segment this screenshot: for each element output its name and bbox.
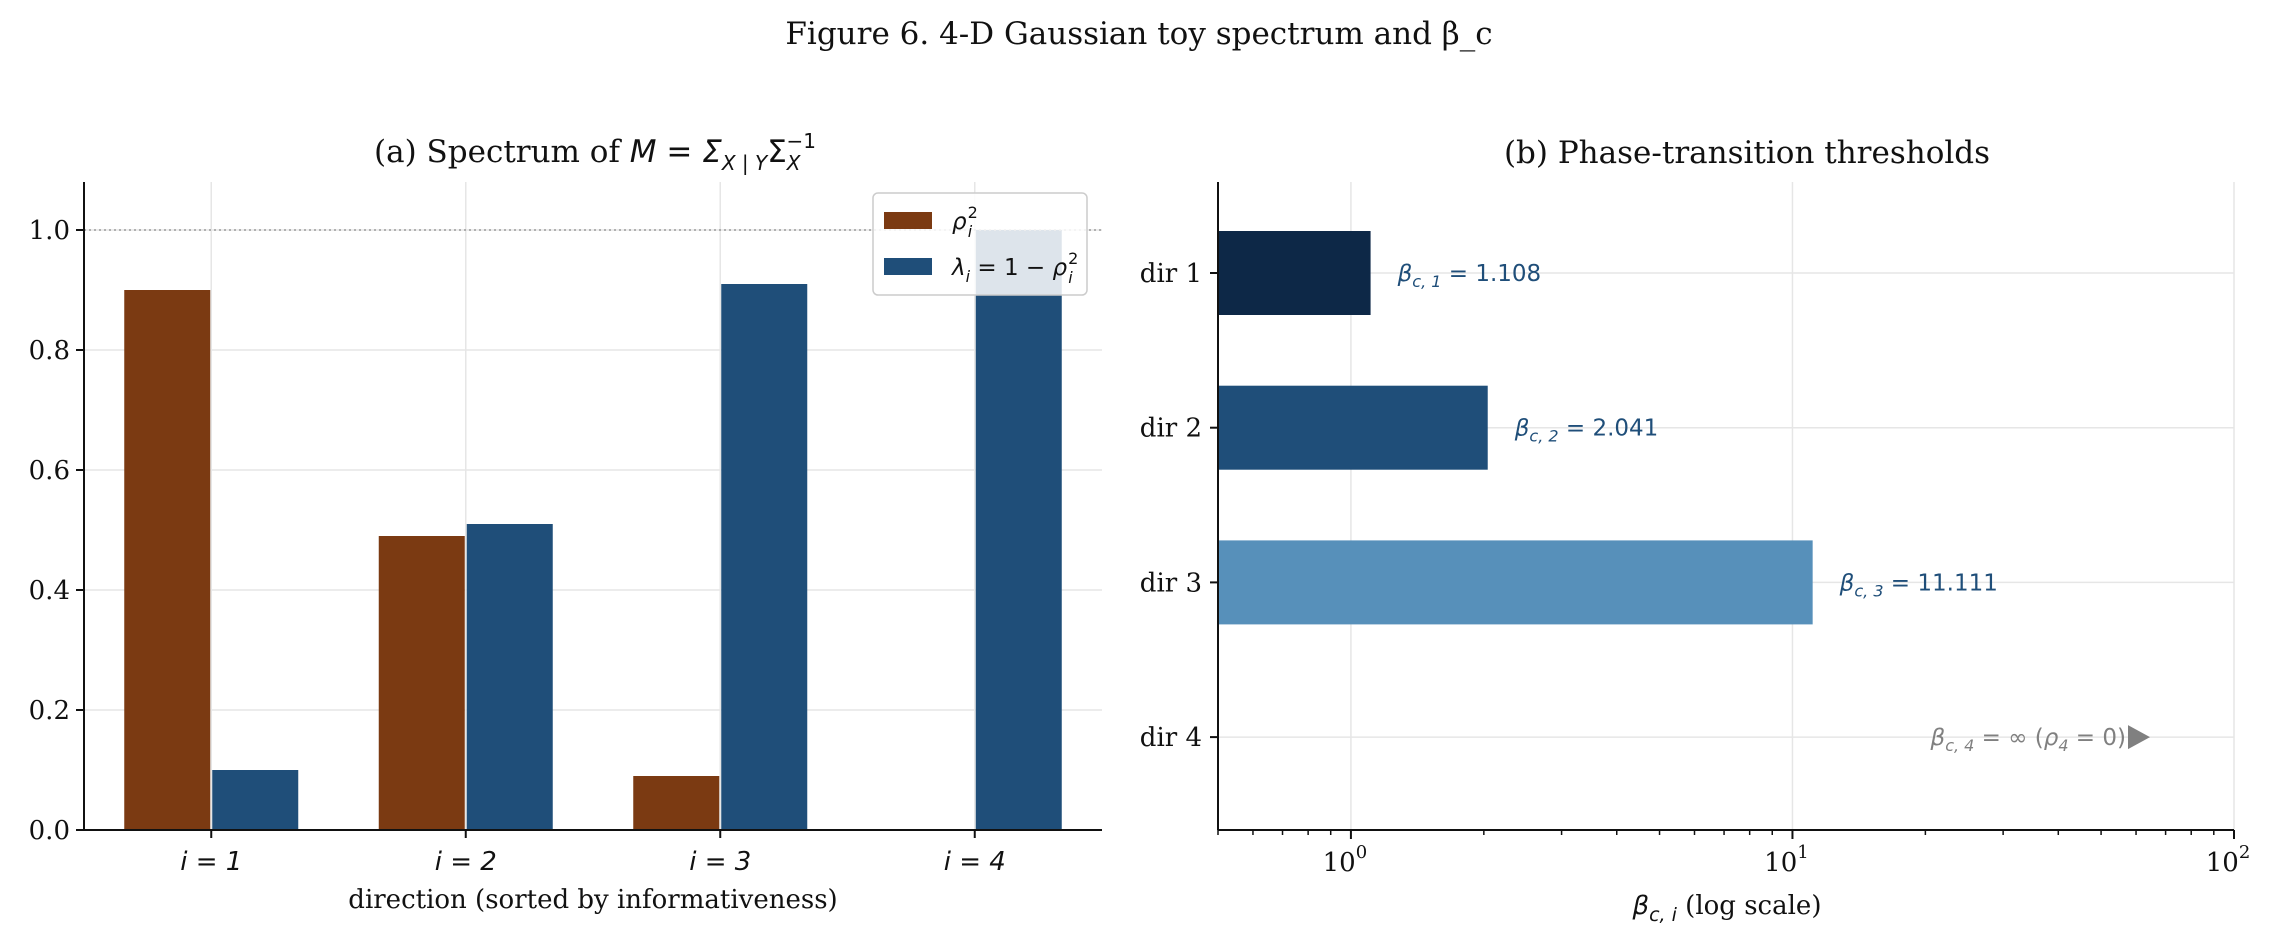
panel-b-x-ticks: 100 101 102 [1217,830,2251,878]
y-tick-label: dir 3 [1140,568,1202,598]
figure-title: Figure 6. 4-D Gaussian toy spectrum and … [785,16,1492,52]
bar-lambda-3 [721,284,808,830]
y-tick-label: 0.4 [29,576,70,606]
panel-a-x-label: direction (sorted by informativeness) [348,885,837,915]
x-tick-label: 100 [1323,842,1368,878]
legend: ρ2 i λi = 1 − ρ2 i [872,192,1088,296]
x-tick-label: 101 [1764,842,1809,878]
legend-label: ρ2 i [952,203,978,241]
bar-rho-sq-3 [633,776,720,830]
legend-swatch [884,258,932,275]
panel-a-axes [83,182,1102,831]
y-tick-label: dir 4 [1140,723,1202,753]
panel-b-x-label: βc, i (log scale) [1632,891,1822,926]
bar-dir-1 [1218,231,1371,315]
x-tick-label: 102 [2206,842,2251,878]
x-tick-label: i = 4 [944,847,1006,877]
legend-swatch [884,212,932,229]
panel-b-title: (b) Phase-transition thresholds [1504,135,1990,171]
x-tick-label: i = 3 [689,847,751,877]
x-tick-label: i = 2 [435,847,497,877]
panel-b-thresholds: (b) Phase-transition thresholds βc, 1 = … [1140,135,2250,926]
threshold-label-3: βc, 3 = 11.111 [1839,570,1998,600]
panel-b-bars [1218,231,1813,625]
y-tick-label: 0.0 [29,816,70,846]
panel-a-spectrum: (a) Spectrum of M = ΣX | YΣX−1 0.0 0.2 0.4… [29,129,1102,915]
infinity-arrow-icon [2128,725,2150,750]
y-tick-label: 1.0 [29,216,70,246]
panel-b-annotations: βc, 1 = 1.108 βc, 2 = 2.041 βc, 3 = 11.111… [1397,261,2150,755]
panel-a-title: (a) Spectrum of M = ΣX | YΣX−1 [374,129,816,175]
threshold-label-4: βc, 4 = ∞ (ρ4 = 0) [1930,725,2126,755]
panel-a-bars [124,230,1062,830]
y-tick-label: dir 2 [1140,414,1202,444]
y-tick-label: 0.6 [29,456,70,486]
panel-a-x-ticks: i = 1 i = 2 i = 3 i = 4 [180,830,1006,877]
bar-rho-sq-2 [378,536,465,830]
x-tick-label: i = 1 [180,847,242,877]
bar-lambda-4 [975,230,1062,830]
legend-label: λi = 1 − ρ2 i [950,249,1078,287]
y-tick-label: 0.8 [29,336,70,366]
y-tick-label: dir 1 [1140,259,1202,289]
bar-rho-sq-1 [124,290,211,830]
panel-a-grid [84,182,1102,831]
panel-a-y-ticks: 0.0 0.2 0.4 0.6 0.8 1.0 [29,216,84,846]
threshold-label-1: βc, 1 = 1.108 [1397,261,1542,291]
bar-lambda-1 [212,770,299,830]
y-tick-label: 0.2 [29,696,70,726]
threshold-label-2: βc, 2 = 2.041 [1514,416,1659,446]
bar-dir-2 [1218,385,1488,470]
bar-lambda-2 [466,524,553,830]
panel-b-axes [1217,182,2234,831]
bar-dir-3 [1218,540,1813,625]
panel-b-y-ticks: dir 1 dir 2 dir 3 dir 4 [1140,259,1218,753]
